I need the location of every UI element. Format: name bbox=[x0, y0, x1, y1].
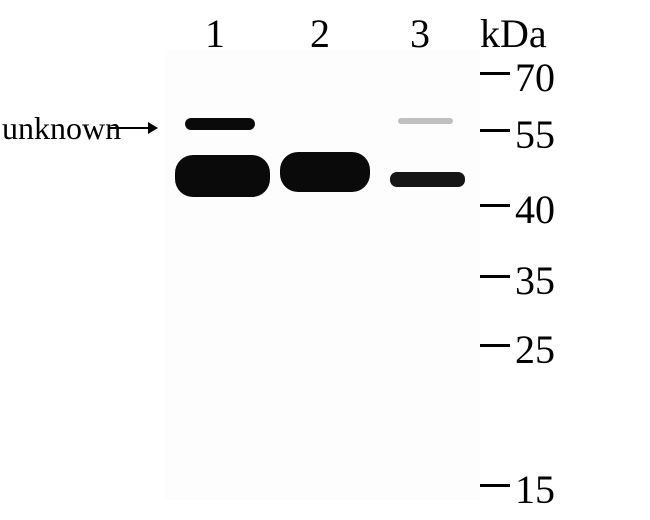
marker-tick bbox=[480, 129, 510, 132]
marker-label: 55 bbox=[515, 111, 555, 158]
marker-tick bbox=[480, 484, 510, 487]
marker-label: 40 bbox=[515, 186, 555, 233]
lane-label-3: 3 bbox=[410, 10, 430, 57]
arrow-head-icon bbox=[148, 122, 158, 134]
marker-label: 15 bbox=[515, 466, 555, 513]
marker-label: 35 bbox=[515, 257, 555, 304]
band bbox=[280, 152, 370, 192]
marker-tick bbox=[480, 204, 510, 207]
band bbox=[398, 118, 453, 124]
lane-label-1: 1 bbox=[205, 10, 225, 57]
marker-tick bbox=[480, 72, 510, 75]
band bbox=[185, 118, 255, 130]
marker-tick bbox=[480, 344, 510, 347]
marker-tick bbox=[480, 275, 510, 278]
band bbox=[390, 172, 465, 187]
figure-container: 1 2 3 kDa 70 55 40 35 25 15 unknown bbox=[0, 0, 650, 520]
marker-label: 25 bbox=[515, 326, 555, 373]
band bbox=[175, 155, 270, 197]
lane-label-2: 2 bbox=[310, 10, 330, 57]
unknown-band-label: unknown bbox=[2, 110, 121, 147]
marker-label: 70 bbox=[515, 54, 555, 101]
kda-unit-label: kDa bbox=[480, 10, 547, 57]
arrow-shaft bbox=[108, 127, 150, 129]
